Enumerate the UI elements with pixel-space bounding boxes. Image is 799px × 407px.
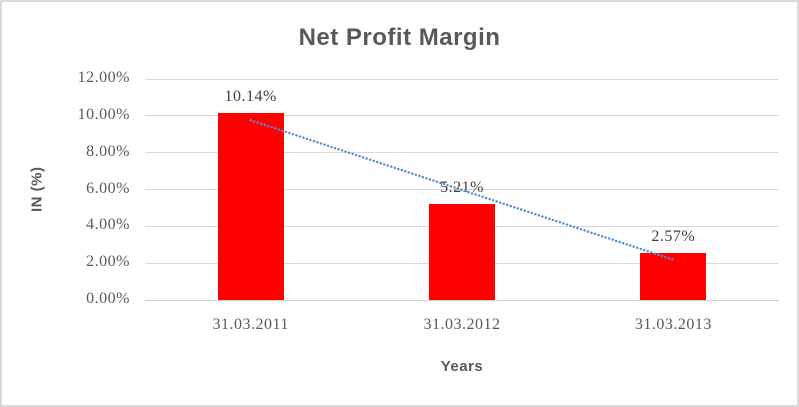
- y-tick-label: 2.00%: [86, 253, 130, 271]
- bar-31.03.2013: [640, 252, 707, 300]
- data-label: 2.57%: [651, 227, 696, 245]
- y-tick-label: 12.00%: [77, 69, 130, 86]
- trendline: [249, 119, 675, 261]
- data-label: 10.14%: [224, 88, 277, 106]
- y-tick-label: 8.00%: [86, 142, 130, 160]
- plot-area: 10.14% 5.21% 2.57%: [145, 78, 779, 301]
- bar-31.03.2011: [217, 113, 284, 300]
- data-label: 5.21%: [440, 179, 484, 197]
- y-tick-label: 4.00%: [86, 216, 130, 234]
- gridline: [145, 152, 779, 154]
- y-tick-label: 10.00%: [77, 105, 130, 123]
- y-tick-label: 6.00%: [86, 179, 130, 197]
- chart-title: Net Profit Margin: [298, 24, 501, 51]
- gridline: [145, 78, 779, 80]
- bar-31.03.2012: [429, 204, 495, 300]
- x-tick-label: 31.03.2011: [212, 316, 289, 333]
- x-tick-label: 31.03.2013: [634, 316, 712, 333]
- x-axis-title: Years: [440, 358, 484, 375]
- x-tick-label: 31.03.2012: [423, 316, 501, 333]
- gridline: [145, 115, 779, 117]
- y-tick-label: 0.00%: [86, 290, 130, 307]
- gridline: [145, 299, 779, 301]
